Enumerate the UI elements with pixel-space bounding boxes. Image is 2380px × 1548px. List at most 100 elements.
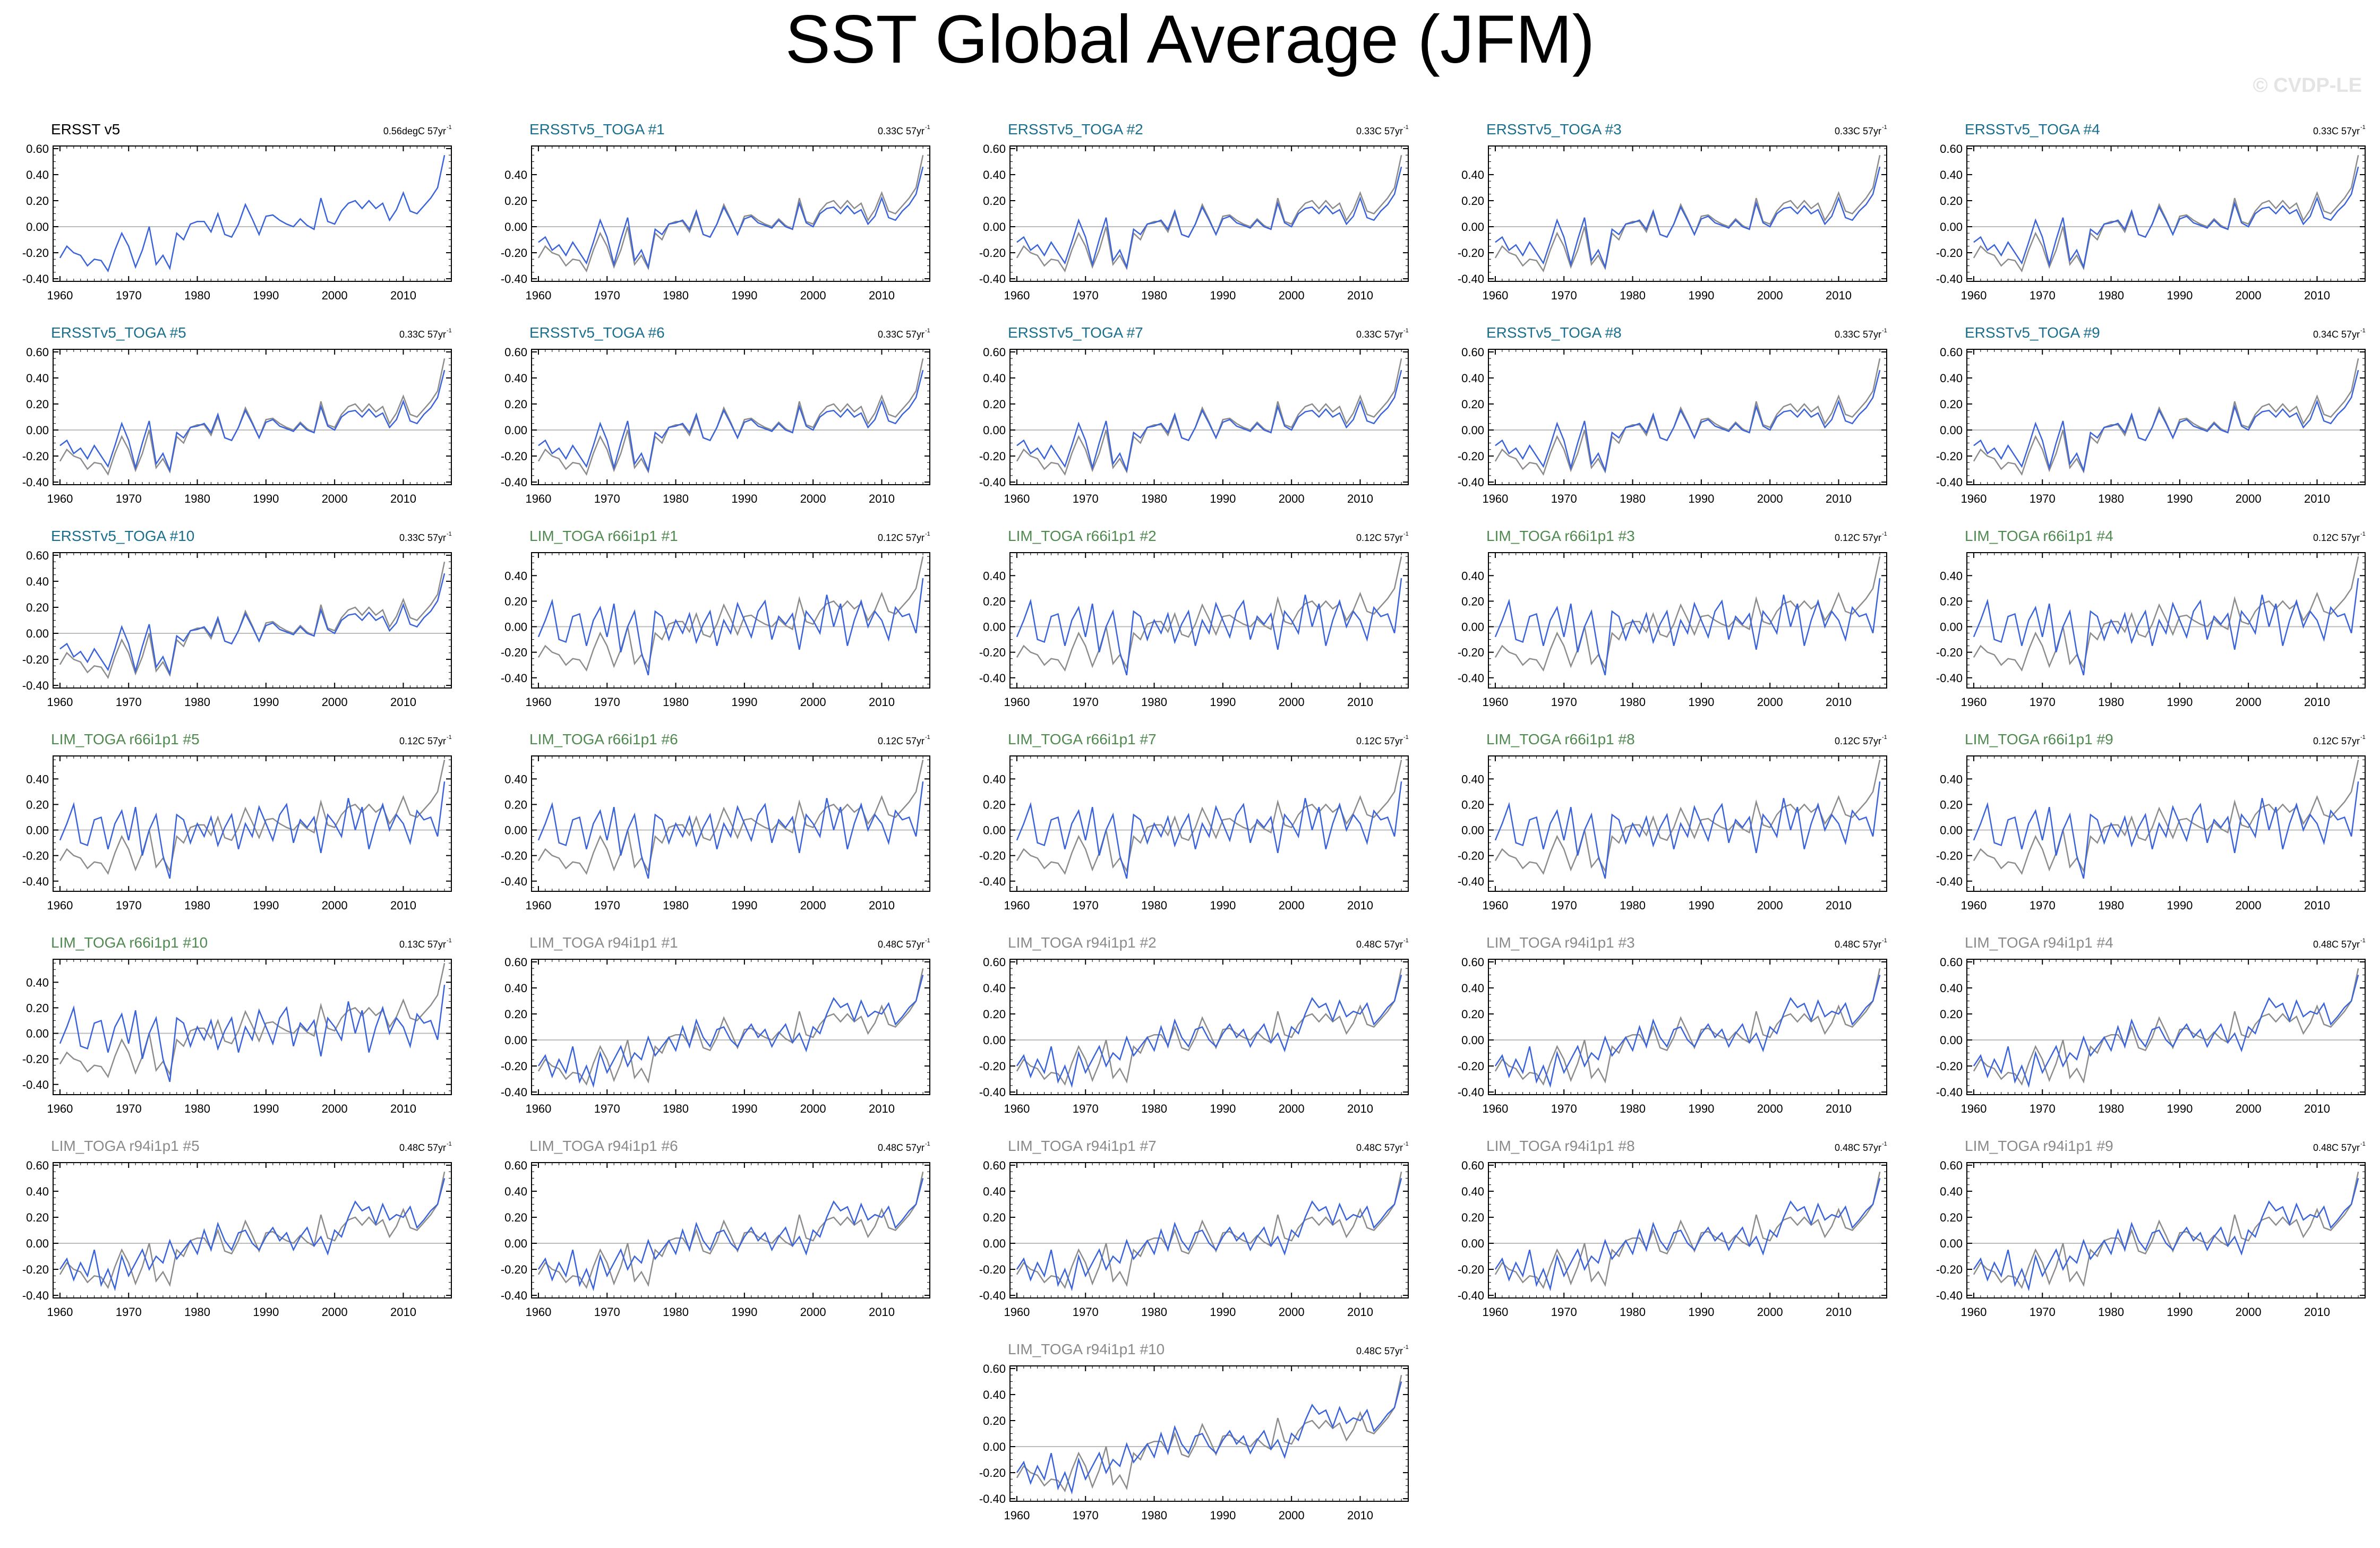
observed-series-line <box>59 1171 446 1289</box>
panel-27: LIM_TOGA r94i1p1 #6 0.48C 57yr -1 0.60 0.40 0… <box>501 1138 930 1319</box>
x-tick-label: 1980 <box>184 1102 210 1115</box>
observed-series-line <box>1016 759 1402 875</box>
trend-exponent: -1 <box>2360 938 2366 944</box>
plot-frame <box>1009 959 1409 1095</box>
x-tick-label: 1990 <box>253 492 279 505</box>
x-tick-label: 1970 <box>1551 1102 1577 1115</box>
x-tick-label: 2000 <box>1279 899 1305 912</box>
observed-series-line <box>1494 556 1881 672</box>
panel-9: ERSSTv5_TOGA #8 0.33C 57yr -1 0.60 0.40 0.20 0… <box>1458 324 1887 505</box>
y-tick-label: 0.20 <box>504 1211 527 1224</box>
x-tick-label: 2010 <box>869 492 895 505</box>
x-tick-label: 2010 <box>2304 695 2330 709</box>
ensemble-series-line <box>537 975 924 1088</box>
x-tick-label: 1960 <box>1004 1102 1030 1115</box>
y-tick-label: -0.40 <box>1936 476 1963 489</box>
x-tick-label: 2000 <box>800 1102 826 1115</box>
y-tick-label: 0.20 <box>983 595 1006 608</box>
y-tick-label: -0.20 <box>1936 1060 1963 1073</box>
x-tick-label: 1960 <box>1482 492 1508 505</box>
trend-label: 0.48C 57yr <box>399 1142 446 1153</box>
y-tick-label: 0.60 <box>1940 346 1963 359</box>
panel-22: LIM_TOGA r94i1p1 #1 0.48C 57yr -1 0.60 0.40 0… <box>501 934 930 1115</box>
trend-exponent: -1 <box>1882 328 1887 334</box>
x-tick-label: 2000 <box>1757 289 1783 302</box>
ensemble-series-line <box>59 573 446 676</box>
x-tick-label: 1970 <box>1073 899 1099 912</box>
panel-18: LIM_TOGA r66i1p1 #7 0.12C 57yr -1 0.40 0.20 0… <box>979 731 1409 912</box>
y-tick-label: 0.20 <box>983 194 1006 208</box>
ensemble-series-line <box>1494 975 1881 1088</box>
x-tick-label: 2010 <box>1826 492 1852 505</box>
x-tick-label: 1960 <box>1004 289 1030 302</box>
y-tick-label: -0.20 <box>979 1060 1006 1073</box>
y-tick-label: 0.60 <box>983 956 1006 969</box>
y-tick-label: 0.00 <box>1461 220 1484 234</box>
x-tick-label: 1960 <box>525 289 551 302</box>
x-tick-label: 2000 <box>1279 289 1305 302</box>
observed-series-line <box>59 561 446 680</box>
observed-series-line <box>1016 154 1402 273</box>
x-tick-label: 2010 <box>1347 492 1373 505</box>
y-tick-label: -0.20 <box>501 849 527 863</box>
y-tick-label: -0.20 <box>22 1263 49 1276</box>
y-tick-label: 0.40 <box>1940 772 1963 786</box>
y-tick-label: -0.40 <box>22 1078 49 1091</box>
trend-exponent: -1 <box>925 1141 930 1147</box>
panel-title: LIM_TOGA r94i1p1 #6 <box>529 1138 678 1154</box>
x-tick-label: 1980 <box>184 289 210 302</box>
trend-label: 0.12C 57yr <box>2313 532 2360 543</box>
observed-series-line <box>1973 759 2359 875</box>
y-tick-label: -0.40 <box>1458 272 1484 286</box>
trend-exponent: -1 <box>1882 531 1887 537</box>
y-tick-label: 0.20 <box>504 194 527 208</box>
x-tick-label: 2000 <box>1757 492 1783 505</box>
y-tick-label: 0.00 <box>504 1237 527 1250</box>
trend-label: 0.12C 57yr <box>1835 736 1881 746</box>
x-tick-label: 1970 <box>2030 1102 2056 1115</box>
y-tick-label: 0.20 <box>1461 398 1484 411</box>
y-tick-label: -0.40 <box>22 272 49 286</box>
y-tick-label: 0.40 <box>983 569 1006 582</box>
x-tick-label: 2010 <box>390 1305 416 1319</box>
y-tick-label: 0.40 <box>983 372 1006 385</box>
panel-title: LIM_TOGA r94i1p1 #5 <box>51 1138 200 1154</box>
y-tick-label: -0.20 <box>501 1060 527 1073</box>
x-tick-label: 1990 <box>253 695 279 709</box>
ensemble-series-line <box>1973 578 2359 676</box>
y-tick-label: 0.00 <box>1940 621 1963 634</box>
plot-frame <box>1966 349 2366 485</box>
x-tick-label: 1980 <box>184 492 210 505</box>
y-tick-label: -0.40 <box>501 1289 527 1302</box>
trend-label: 0.33C 57yr <box>878 329 924 340</box>
x-tick-label: 2000 <box>2236 492 2262 505</box>
panel-21: LIM_TOGA r66i1p1 #10 0.13C 57yr -1 0.40 0.20… <box>22 934 452 1115</box>
panel-20: LIM_TOGA r66i1p1 #9 0.12C 57yr -1 0.40 0.20 0… <box>1936 731 2366 912</box>
x-tick-label: 1980 <box>1620 289 1646 302</box>
y-tick-label: 0.20 <box>983 798 1006 811</box>
panel-title: LIM_TOGA r94i1p1 #2 <box>1008 934 1157 951</box>
x-tick-label: 1960 <box>1960 492 1987 505</box>
x-tick-label: 1970 <box>116 492 142 505</box>
panel-title: ERSSTv5_TOGA #7 <box>1008 324 1143 341</box>
x-tick-label: 1960 <box>525 899 551 912</box>
y-tick-label: 0.40 <box>504 372 527 385</box>
x-tick-label: 1960 <box>47 492 73 505</box>
x-tick-label: 2010 <box>390 899 416 912</box>
panel-3: ERSSTv5_TOGA #2 0.33C 57yr -1 0.60 0.40 0.20 0… <box>979 121 1409 302</box>
panel-title: ERSSTv5_TOGA #2 <box>1008 121 1143 137</box>
y-tick-label: -0.20 <box>22 849 49 863</box>
x-tick-label: 1990 <box>2167 289 2193 302</box>
x-tick-label: 1970 <box>2030 899 2056 912</box>
panel-7: ERSSTv5_TOGA #6 0.33C 57yr -1 0.60 0.40 0.20 0… <box>501 324 930 505</box>
ensemble-series-line <box>1494 781 1881 879</box>
x-tick-label: 1990 <box>2167 695 2193 709</box>
plot-frame <box>53 349 452 485</box>
observed-series-line <box>1973 968 2359 1086</box>
y-tick-label: 0.00 <box>26 424 49 437</box>
observed-series-line <box>59 759 446 875</box>
x-tick-label: 1990 <box>1210 492 1236 505</box>
x-tick-label: 2010 <box>390 492 416 505</box>
y-tick-label: -0.20 <box>979 246 1006 260</box>
x-tick-label: 2010 <box>1826 289 1852 302</box>
